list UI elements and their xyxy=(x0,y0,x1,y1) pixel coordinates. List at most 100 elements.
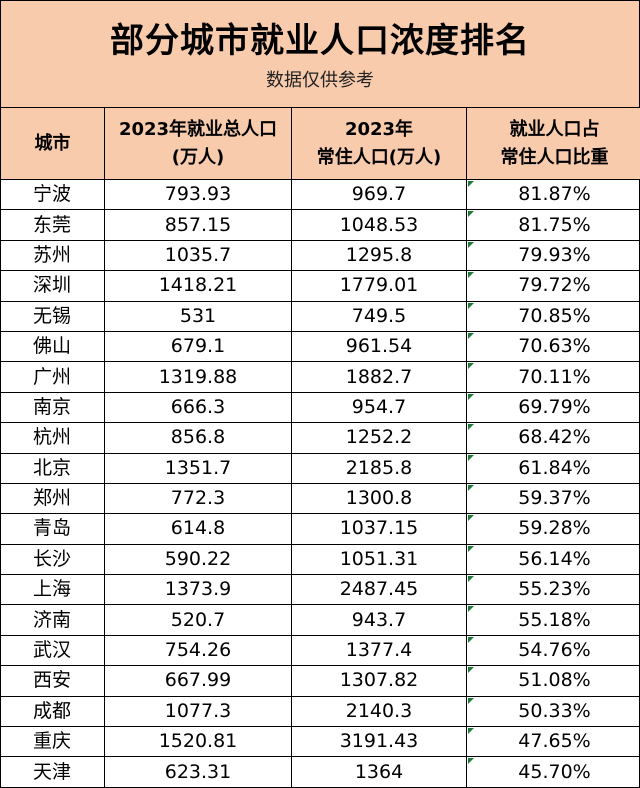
employment-cell[interactable]: 679.1 xyxy=(104,331,292,363)
header-employment[interactable]: 2023年就业总人口 (万人) xyxy=(104,108,292,180)
resident-cell[interactable]: 1307.82 xyxy=(291,665,467,697)
employment-cell[interactable]: 1373.9 xyxy=(104,574,292,606)
table-row: 深圳 1418.21 1779.01 79.72% xyxy=(1,270,640,302)
table-row: 青岛 614.8 1037.15 59.28% xyxy=(1,513,640,545)
resident-cell[interactable]: 1295.8 xyxy=(291,240,467,272)
resident-cell[interactable]: 2185.8 xyxy=(291,453,467,484)
table-row: 成都 1077.3 2140.3 50.33% xyxy=(1,696,640,728)
ratio-cell[interactable]: 70.85% xyxy=(466,301,640,332)
table-body: 宁波 793.93 969.7 81.87% 东莞 857.15 1048.53 81.75%… xyxy=(1,179,640,787)
table-row: 北京 1351.7 2185.8 61.84% xyxy=(1,453,640,484)
employment-cell[interactable]: 793.93 xyxy=(104,179,292,211)
ratio-cell[interactable]: 81.87% xyxy=(466,179,640,211)
ratio-cell[interactable]: 61.84% xyxy=(466,453,640,484)
city-cell[interactable]: 上海 xyxy=(1,574,105,606)
resident-cell[interactable]: 1252.2 xyxy=(291,422,467,454)
ratio-cell[interactable]: 50.33% xyxy=(466,696,640,728)
employment-cell[interactable]: 667.99 xyxy=(104,665,292,697)
resident-cell[interactable]: 969.7 xyxy=(291,179,467,211)
table-row: 西安 667.99 1307.82 51.08% xyxy=(1,665,640,697)
table-row: 佛山 679.1 961.54 70.63% xyxy=(1,331,640,363)
ratio-cell[interactable]: 59.37% xyxy=(466,483,640,515)
city-cell[interactable]: 宁波 xyxy=(1,179,105,211)
resident-cell[interactable]: 961.54 xyxy=(291,331,467,363)
ratio-cell[interactable]: 79.93% xyxy=(466,240,640,272)
city-cell[interactable]: 郑州 xyxy=(1,483,105,515)
city-cell[interactable]: 天津 xyxy=(1,756,105,787)
city-cell[interactable]: 深圳 xyxy=(1,270,105,302)
resident-cell[interactable]: 2487.45 xyxy=(291,574,467,606)
employment-cell[interactable]: 590.22 xyxy=(104,544,292,576)
employment-cell[interactable]: 1418.21 xyxy=(104,270,292,302)
ratio-cell[interactable]: 47.65% xyxy=(466,726,640,758)
header-ratio[interactable]: 就业人口占 常住人口比重 xyxy=(466,108,640,180)
ratio-cell[interactable]: 45.70% xyxy=(467,757,640,787)
city-cell[interactable]: 北京 xyxy=(1,453,105,484)
ratio-cell[interactable]: 55.23% xyxy=(466,574,640,606)
city-cell[interactable]: 东莞 xyxy=(1,209,105,241)
resident-cell[interactable]: 943.7 xyxy=(291,604,467,636)
header-resident-line1: 2023年 xyxy=(344,118,414,140)
ratio-cell[interactable]: 79.72% xyxy=(466,270,640,302)
header-employment-line1: 2023年就业总人口 xyxy=(118,118,278,140)
city-cell[interactable]: 杭州 xyxy=(1,422,105,454)
ratio-cell[interactable]: 54.76% xyxy=(466,635,640,667)
ratio-cell[interactable]: 51.08% xyxy=(466,665,640,697)
resident-cell[interactable]: 1779.01 xyxy=(291,270,467,302)
employment-cell[interactable]: 1035.7 xyxy=(104,240,292,272)
resident-cell[interactable]: 954.7 xyxy=(291,392,467,424)
resident-cell[interactable]: 1882.7 xyxy=(291,361,467,393)
city-cell[interactable]: 苏州 xyxy=(1,240,105,272)
employment-cell[interactable]: 623.31 xyxy=(104,756,292,787)
header-city[interactable]: 城市 xyxy=(1,108,105,180)
table-row: 天津 623.31 1364 45.70% xyxy=(1,756,640,787)
employment-cell[interactable]: 1319.88 xyxy=(104,361,292,393)
ratio-cell[interactable]: 70.11% xyxy=(466,361,640,393)
city-cell[interactable]: 广州 xyxy=(1,361,105,393)
employment-cell[interactable]: 531 xyxy=(104,301,292,332)
resident-cell[interactable]: 1051.31 xyxy=(291,544,467,576)
table-row: 上海 1373.9 2487.45 55.23% xyxy=(1,574,640,606)
ratio-cell[interactable]: 56.14% xyxy=(466,544,640,576)
city-cell[interactable]: 西安 xyxy=(1,665,105,697)
employment-cell[interactable]: 666.3 xyxy=(104,392,292,424)
ratio-cell[interactable]: 81.75% xyxy=(466,209,640,241)
resident-cell[interactable]: 1048.53 xyxy=(291,209,467,241)
resident-cell[interactable]: 2140.3 xyxy=(291,696,467,728)
employment-cell[interactable]: 614.8 xyxy=(104,513,292,545)
employment-cell[interactable]: 754.26 xyxy=(104,635,292,667)
resident-cell[interactable]: 1037.15 xyxy=(291,513,467,545)
header-resident[interactable]: 2023年 常住人口(万人) xyxy=(291,108,467,180)
resident-cell[interactable]: 1300.8 xyxy=(291,483,467,515)
city-cell[interactable]: 无锡 xyxy=(1,301,105,332)
city-cell[interactable]: 济南 xyxy=(1,604,105,636)
city-cell[interactable]: 重庆 xyxy=(1,726,105,758)
resident-cell[interactable]: 1364 xyxy=(291,756,467,787)
ratio-cell[interactable]: 59.28% xyxy=(466,513,640,545)
ratio-cell[interactable]: 55.18% xyxy=(466,604,640,636)
ratio-cell[interactable]: 70.63% xyxy=(466,331,640,363)
employment-cell[interactable]: 857.15 xyxy=(104,209,292,241)
city-cell[interactable]: 佛山 xyxy=(1,331,105,363)
table-row: 武汉 754.26 1377.4 54.76% xyxy=(1,635,640,667)
header-row: 城市 2023年就业总人口 (万人) 2023年 常住人口(万人) 就业人口占 … xyxy=(1,108,640,180)
employment-cell[interactable]: 772.3 xyxy=(104,483,292,515)
resident-cell[interactable]: 3191.43 xyxy=(291,726,467,758)
resident-cell[interactable]: 749.5 xyxy=(291,301,467,332)
table-row: 重庆 1520.81 3191.43 47.65% xyxy=(1,726,640,758)
resident-cell[interactable]: 1377.4 xyxy=(291,635,467,667)
city-cell[interactable]: 武汉 xyxy=(1,635,105,667)
employment-cell[interactable]: 856.8 xyxy=(104,422,292,454)
ratio-cell[interactable]: 68.42% xyxy=(466,422,640,454)
employment-cell[interactable]: 520.7 xyxy=(104,604,292,636)
city-cell[interactable]: 成都 xyxy=(1,696,105,728)
employment-cell[interactable]: 1351.7 xyxy=(104,453,292,484)
ratio-cell[interactable]: 69.79% xyxy=(466,392,640,424)
employment-cell[interactable]: 1520.81 xyxy=(104,726,292,758)
city-cell[interactable]: 长沙 xyxy=(1,544,105,576)
city-cell[interactable]: 南京 xyxy=(1,392,105,424)
city-cell[interactable]: 青岛 xyxy=(1,513,105,545)
employment-cell[interactable]: 1077.3 xyxy=(104,696,292,728)
header-ratio-line1: 就业人口占 xyxy=(509,118,600,140)
